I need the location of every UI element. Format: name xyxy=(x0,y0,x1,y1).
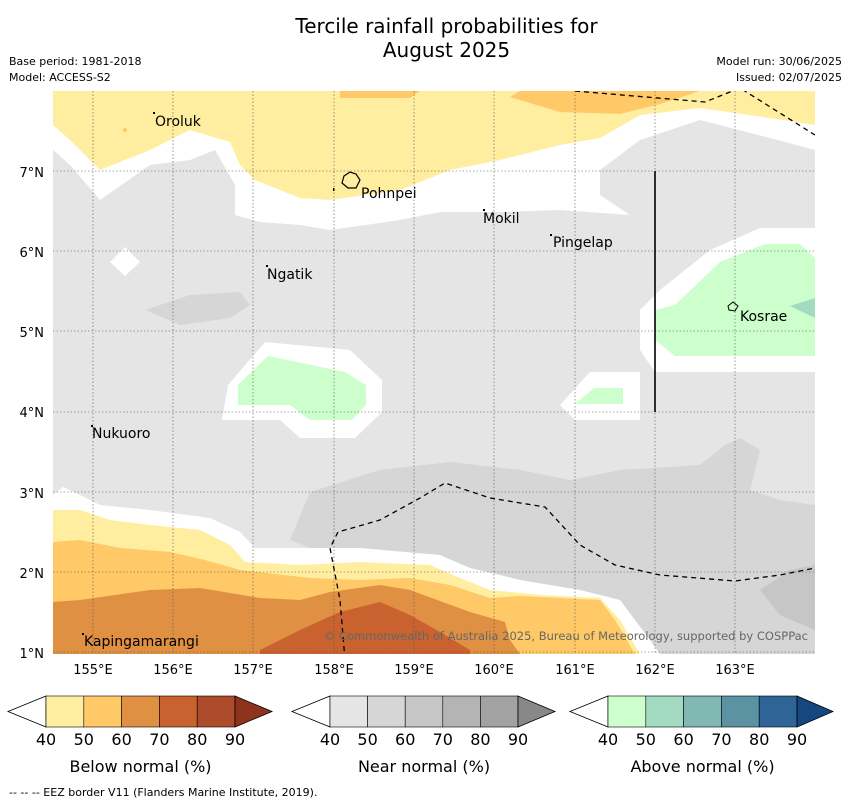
colorbar-title: Above normal (%) xyxy=(630,757,774,776)
probability-field xyxy=(53,91,815,654)
lat-tick: 5°N xyxy=(20,326,45,341)
colorbar-segment xyxy=(758,695,798,728)
colorbar-tick: 50 xyxy=(357,730,377,749)
colorbar-tick: 40 xyxy=(598,730,618,749)
colorbar-segment xyxy=(645,695,684,728)
colorbar-tick: 60 xyxy=(395,730,415,749)
colorbar-segment xyxy=(196,695,236,728)
lat-tick: 6°N xyxy=(20,246,45,261)
colorbar-segment xyxy=(159,695,198,728)
gridlines xyxy=(53,91,815,654)
above-normal-60-kosrae xyxy=(790,298,815,318)
colorbar-tick: 60 xyxy=(673,730,693,749)
colorbar-tick: 80 xyxy=(749,730,769,749)
colorbar-segment xyxy=(721,695,760,728)
copyright-text: © Commonwealth of Australia 2025, Bureau… xyxy=(324,629,808,643)
lon-tick: 157°E xyxy=(233,663,273,678)
model-text: Model: ACCESS-S2 xyxy=(9,71,111,84)
colorbar-tick: 70 xyxy=(711,730,731,749)
lon-tick: 160°E xyxy=(474,663,514,678)
colorbar-tick: 90 xyxy=(225,730,245,749)
colorbar-tick: 90 xyxy=(787,730,807,749)
colorbar-high-arrow xyxy=(796,695,835,728)
colorbar-tick: 70 xyxy=(149,730,169,749)
above-normal-50-kosrae xyxy=(655,244,815,356)
lon-tick: 156°E xyxy=(153,663,193,678)
colorbar-tick: 80 xyxy=(187,730,207,749)
atoll-marks xyxy=(82,112,552,635)
colorbar-segment xyxy=(329,695,368,728)
colorbar-segment xyxy=(404,695,444,728)
base-period-text: Base period: 1981-2018 xyxy=(9,55,142,68)
colorbar-segment xyxy=(442,695,481,728)
place-label: Kosrae xyxy=(740,309,787,325)
place-label: Mokil xyxy=(483,211,520,227)
below-normal-strip xyxy=(420,91,520,100)
colorbar-tick: 40 xyxy=(36,730,56,749)
near-normal-60-south xyxy=(760,565,815,630)
place-label: Kapingamarangi xyxy=(84,634,199,650)
colorbar-tick: 70 xyxy=(433,730,453,749)
place-label: Nukuoro xyxy=(92,426,150,442)
colorbars: 40 50 60 70 80 90 Below normal (%) 40 50 60 70 80 90… xyxy=(6,695,835,776)
lat-tick: 2°N xyxy=(20,567,45,582)
colorbar-low-arrow xyxy=(6,695,47,728)
colorbar-tick: 50 xyxy=(74,730,94,749)
colorbar-tick: 80 xyxy=(470,730,490,749)
colorbar-segment xyxy=(367,695,406,728)
lon-tick: 155°E xyxy=(73,663,113,678)
colorbar-segment xyxy=(480,695,519,728)
place-label: Oroluk xyxy=(155,114,202,130)
meta-right: Model run: 30/06/2025 Issued: 02/07/2025 xyxy=(716,54,842,86)
colorbar-3: 40 50 60 70 80 90 Above normal (%) xyxy=(568,695,835,776)
lon-tick: 159°E xyxy=(394,663,434,678)
colorbar-segment xyxy=(607,695,647,728)
colorbar-low-arrow xyxy=(290,695,331,728)
place-label: Pingelap xyxy=(553,235,613,251)
lon-tick: 162°E xyxy=(635,663,675,678)
below-normal-50-north xyxy=(53,91,815,200)
colorbar-segment xyxy=(45,695,85,728)
lat-tick: 1°N xyxy=(20,647,45,662)
colorbar-segment xyxy=(121,695,160,728)
model-run-text: Model run: 30/06/2025 xyxy=(716,55,842,68)
issued-text: Issued: 02/07/2025 xyxy=(735,71,842,84)
colorbar-segment xyxy=(683,695,722,728)
above-normal-50-east xyxy=(575,388,623,404)
longitude-ticks: 155°E 156°E 157°E 158°E 159°E 160°E 161°… xyxy=(73,663,755,678)
colorbar-title: Below normal (%) xyxy=(69,757,211,776)
meta-left: Base period: 1981-2018 Model: ACCESS-S2 xyxy=(9,54,141,86)
place-label: Ngatik xyxy=(267,267,313,283)
lon-tick: 161°E xyxy=(555,663,595,678)
below-normal-80-south xyxy=(260,602,470,654)
place-label: Pohnpei xyxy=(361,186,417,202)
colorbar-tick: 50 xyxy=(636,730,656,749)
eez-borders xyxy=(329,91,815,654)
colorbar-segment xyxy=(83,695,122,728)
lon-tick: 163°E xyxy=(715,663,755,678)
colorbar-1: 40 50 60 70 80 90 Below normal (%) xyxy=(6,695,274,776)
lon-tick: 158°E xyxy=(314,663,354,678)
lat-tick: 7°N xyxy=(20,166,45,181)
lat-tick: 4°N xyxy=(20,406,45,421)
below-normal-dot xyxy=(123,128,127,132)
colorbar-tick: 40 xyxy=(320,730,340,749)
pohnpei-island xyxy=(341,171,361,189)
colorbar-tick: 90 xyxy=(508,730,528,749)
lat-tick: 3°N xyxy=(20,487,45,502)
white-patch-west xyxy=(110,247,140,276)
kosrae-island xyxy=(727,301,739,312)
chart-title: Tercile rainfall probabilities for Augus… xyxy=(295,14,598,62)
eez-footnote: -- -- -- EEZ border V11 (Flanders Marine… xyxy=(9,786,318,799)
near-normal-50-patch xyxy=(145,292,250,325)
colorbar-tick: 60 xyxy=(111,730,131,749)
below-normal-60-north xyxy=(340,91,700,114)
colorbar-2: 40 50 60 70 80 90 Near normal (%) xyxy=(290,695,557,776)
colorbar-low-arrow xyxy=(568,695,609,728)
colorbar-high-arrow xyxy=(234,695,274,728)
latitude-ticks: 1°N 2°N 3°N 4°N 5°N 6°N 7°N xyxy=(20,166,45,662)
colorbar-high-arrow xyxy=(517,695,557,728)
colorbar-title: Near normal (%) xyxy=(358,757,490,776)
